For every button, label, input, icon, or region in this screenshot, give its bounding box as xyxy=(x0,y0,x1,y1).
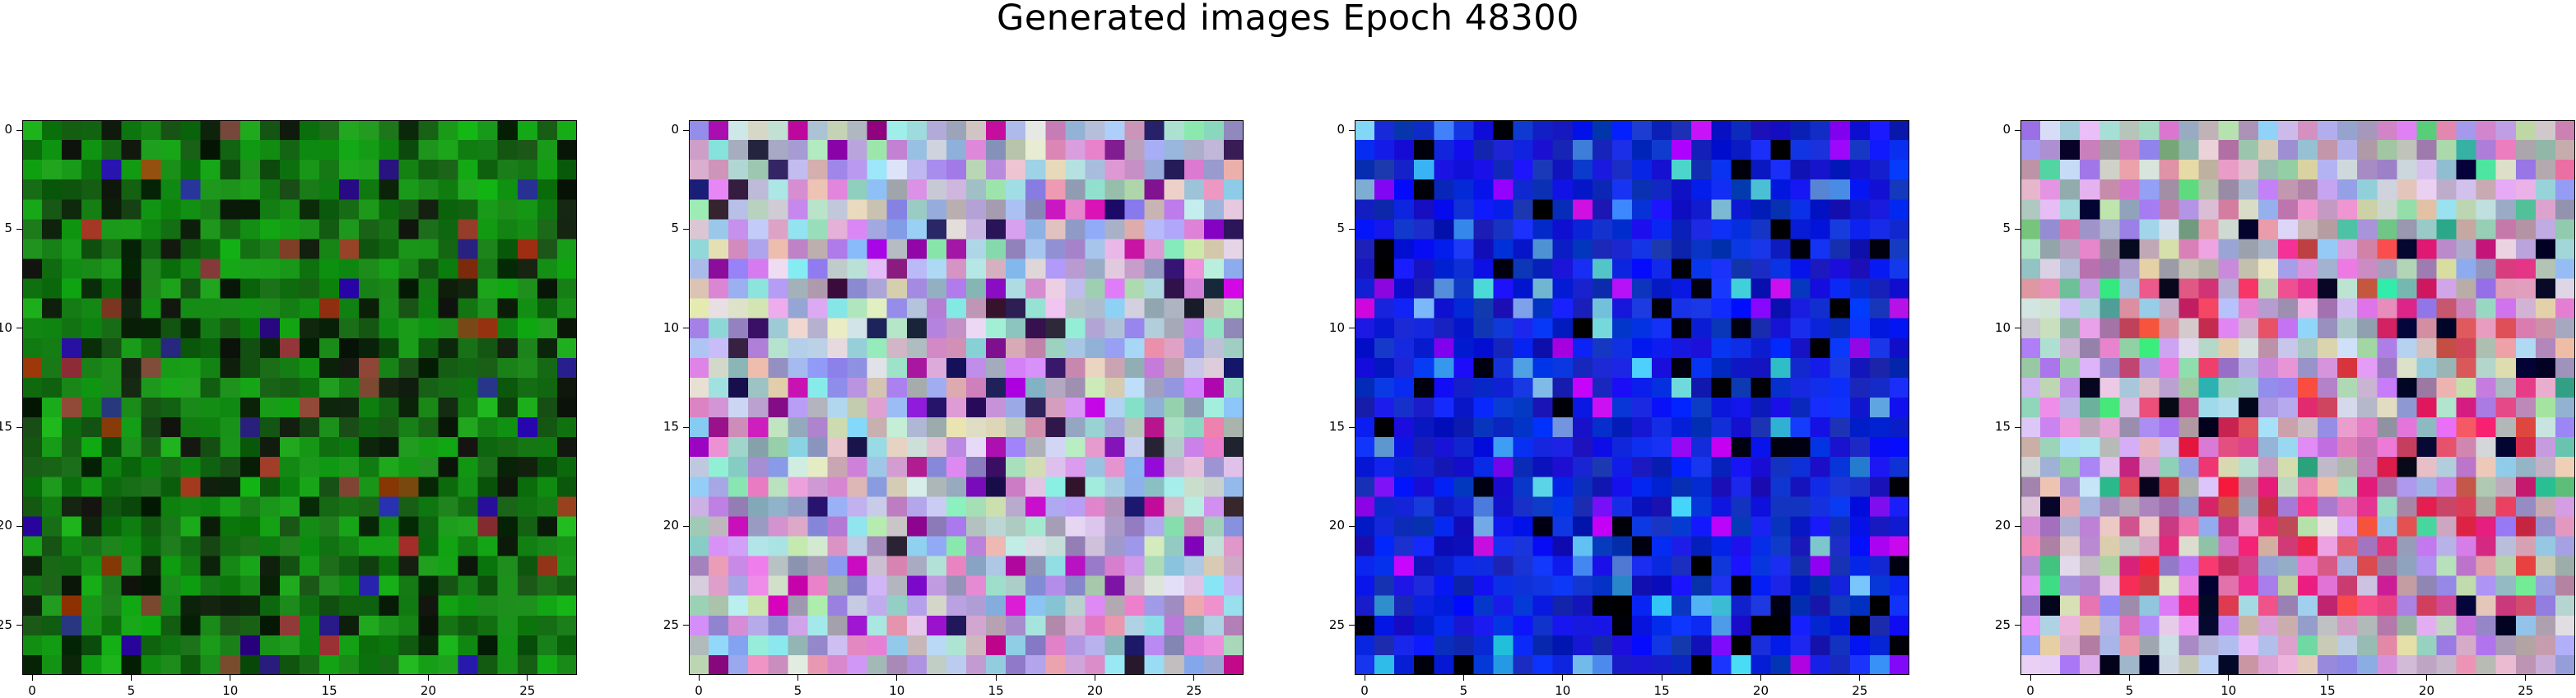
x-tick-label: 25 xyxy=(511,675,544,697)
x-tick-label: 5 xyxy=(1447,675,1480,697)
y-tick-label: 10 xyxy=(1986,321,2020,334)
x-tick-label: 15 xyxy=(313,675,346,697)
y-tick-mark xyxy=(1349,525,1355,527)
y-tick-label: 10 xyxy=(0,321,22,334)
x-tick-label: 25 xyxy=(1178,675,1211,697)
y-tick-mark xyxy=(16,426,22,428)
y-tick-mark xyxy=(1349,426,1355,428)
y-tick-mark xyxy=(2015,129,2020,131)
y-tick-label: 20 xyxy=(654,519,689,532)
y-tick-label: 10 xyxy=(1320,321,1355,334)
y-tick-label: 5 xyxy=(654,222,689,235)
y-tick-mark xyxy=(2015,228,2020,230)
y-tick-mark xyxy=(683,228,689,230)
y-tick-mark xyxy=(683,625,689,626)
x-tick-mark xyxy=(1562,675,1564,681)
x-tick-label: 10 xyxy=(1546,675,1579,697)
x-tick-label: 20 xyxy=(2410,675,2443,697)
x-tick-mark xyxy=(31,675,33,681)
x-tick-mark xyxy=(427,675,429,681)
x-tick-label: 25 xyxy=(1844,675,1876,697)
y-tick-mark xyxy=(16,129,22,131)
x-tick-mark xyxy=(2327,675,2328,681)
generated-image-panel-4: 0 5 10 15 20 25 0 5 10 15 20 25 xyxy=(1995,120,2575,697)
y-tick-mark xyxy=(16,228,22,230)
y-tick-label: 20 xyxy=(1320,519,1355,532)
y-tick-mark xyxy=(683,129,689,131)
y-tick-mark xyxy=(16,625,22,626)
y-tick-label: 0 xyxy=(0,123,22,136)
x-tick-label: 5 xyxy=(2113,675,2146,697)
x-tick-mark xyxy=(1193,675,1195,681)
generated-image-panel-3: 0 5 10 15 20 25 0 5 10 15 20 25 xyxy=(1329,120,1909,697)
x-tick-label: 0 xyxy=(682,675,715,697)
y-tick-label: 15 xyxy=(1320,421,1355,433)
x-tick-label: 10 xyxy=(2212,675,2245,697)
y-tick-label: 10 xyxy=(654,321,689,334)
x-tick-mark xyxy=(2030,675,2031,681)
y-tick-label: 15 xyxy=(654,421,689,433)
x-tick-label: 20 xyxy=(1744,675,1777,697)
x-tick-label: 10 xyxy=(881,675,914,697)
x-tick-label: 15 xyxy=(979,675,1012,697)
x-tick-mark xyxy=(1462,675,1464,681)
y-tick-mark xyxy=(1349,625,1355,626)
x-tick-mark xyxy=(1760,675,1761,681)
generated-image-4 xyxy=(2020,120,2575,675)
x-tick-label: 15 xyxy=(1645,675,1678,697)
y-tick-label: 5 xyxy=(1986,222,2020,235)
x-tick-mark xyxy=(698,675,700,681)
y-tick-label: 0 xyxy=(654,123,689,136)
y-tick-mark xyxy=(2015,625,2020,626)
x-tick-mark xyxy=(130,675,132,681)
y-tick-label: 25 xyxy=(1320,618,1355,631)
y-tick-label: 15 xyxy=(1986,421,2020,433)
y-tick-label: 5 xyxy=(0,222,22,235)
x-tick-label: 5 xyxy=(114,675,147,697)
generated-image-3 xyxy=(1355,120,1909,675)
x-tick-label: 20 xyxy=(412,675,444,697)
y-tick-label: 0 xyxy=(1986,123,2020,136)
x-tick-label: 5 xyxy=(781,675,814,697)
y-tick-label: 25 xyxy=(654,618,689,631)
x-tick-mark xyxy=(797,675,798,681)
generated-image-panel-1: 0 5 10 15 20 25 0 5 10 15 20 25 xyxy=(0,120,577,697)
x-tick-mark xyxy=(995,675,997,681)
figure-title: Generated images Epoch 48300 xyxy=(997,0,1579,39)
y-tick-mark xyxy=(2015,426,2020,428)
y-tick-mark xyxy=(1349,129,1355,131)
y-tick-mark xyxy=(683,426,689,428)
generated-image-1 xyxy=(22,120,577,675)
x-tick-mark xyxy=(1859,675,1861,681)
x-tick-label: 15 xyxy=(2311,675,2344,697)
x-tick-label: 0 xyxy=(1348,675,1381,697)
y-tick-label: 25 xyxy=(0,618,22,631)
x-tick-mark xyxy=(328,675,330,681)
y-tick-label: 25 xyxy=(1986,618,2020,631)
y-tick-mark xyxy=(1349,228,1355,230)
x-tick-mark xyxy=(527,675,528,681)
generated-image-2 xyxy=(689,120,1244,675)
x-tick-mark xyxy=(2128,675,2130,681)
x-tick-label: 0 xyxy=(2014,675,2047,697)
x-tick-label: 10 xyxy=(214,675,247,697)
generated-image-panel-2: 0 5 10 15 20 25 0 5 10 15 20 25 xyxy=(663,120,1244,697)
y-tick-label: 5 xyxy=(1320,222,1355,235)
x-tick-mark xyxy=(2228,675,2230,681)
y-tick-mark xyxy=(2015,525,2020,527)
x-tick-mark xyxy=(2525,675,2527,681)
y-tick-label: 20 xyxy=(0,519,22,532)
x-tick-mark xyxy=(2425,675,2427,681)
y-tick-mark xyxy=(683,525,689,527)
x-tick-label: 0 xyxy=(16,675,49,697)
y-tick-label: 20 xyxy=(1986,519,2020,532)
x-tick-label: 25 xyxy=(2509,675,2542,697)
y-tick-label: 15 xyxy=(0,421,22,433)
x-tick-mark xyxy=(896,675,898,681)
y-tick-label: 0 xyxy=(1320,123,1355,136)
x-tick-label: 20 xyxy=(1078,675,1111,697)
y-tick-mark xyxy=(16,525,22,527)
